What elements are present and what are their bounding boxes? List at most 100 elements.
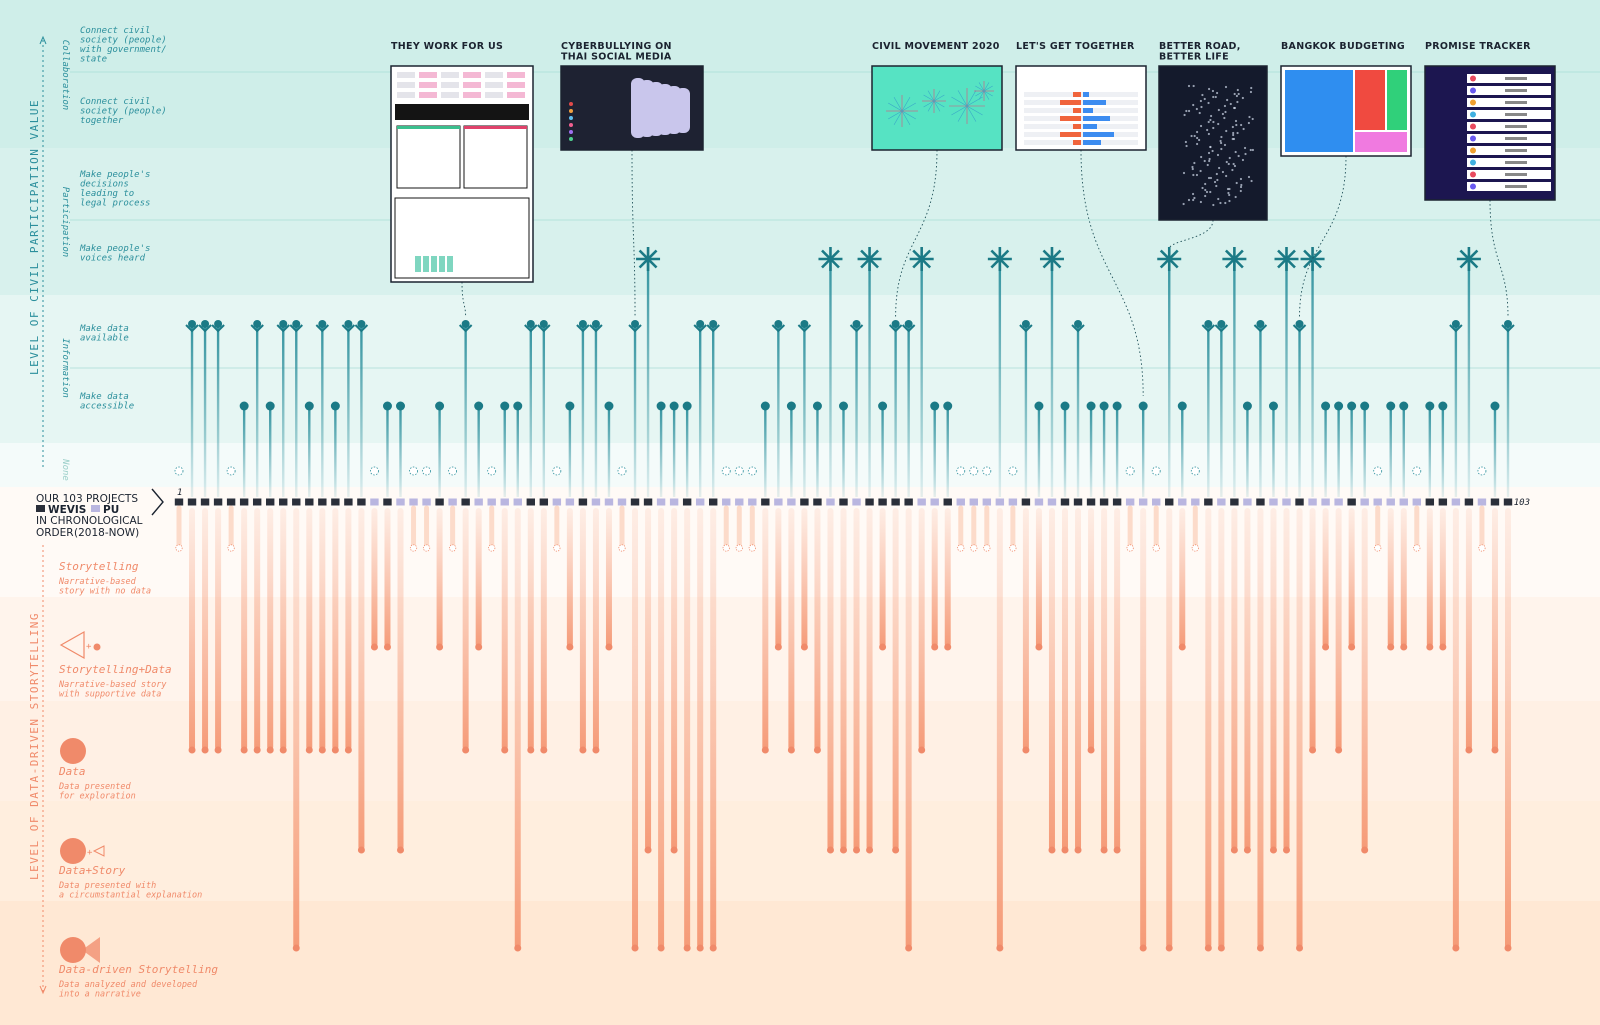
- project-marker: [578, 498, 588, 506]
- project-marker: [604, 498, 614, 506]
- civic-line: [334, 406, 337, 497]
- featured-thumbnail[interactable]: [560, 65, 704, 151]
- story-point: [1374, 544, 1382, 552]
- project-marker: [266, 498, 275, 506]
- civic-point-none: [370, 466, 379, 476]
- civic-line: [477, 406, 480, 497]
- story-point: [957, 544, 965, 552]
- thumb-dot: [1209, 176, 1213, 180]
- civic-line: [529, 327, 532, 497]
- civic-point-available: [576, 324, 590, 333]
- project-marker: [1386, 498, 1395, 506]
- story-point: [996, 944, 1004, 952]
- story-point: [501, 746, 509, 754]
- civic-point-accessible: [396, 401, 405, 411]
- thumb-dot: [1470, 75, 1476, 82]
- civic-point-available: [461, 320, 470, 328]
- featured-thumbnail[interactable]: [390, 65, 534, 283]
- project-marker: [1425, 498, 1435, 506]
- civic-level-collab_people: together: [80, 116, 124, 126]
- featured-thumbnail[interactable]: [871, 65, 1003, 151]
- project-marker: [461, 498, 470, 506]
- thumb-dot: [1235, 123, 1238, 127]
- civic-line: [516, 406, 519, 497]
- thumb-dot: [1191, 167, 1194, 171]
- featured-thumbnail[interactable]: [1424, 65, 1556, 201]
- civic-line: [1089, 406, 1093, 497]
- project-marker: [552, 498, 562, 506]
- thumb-dot: [1209, 190, 1212, 194]
- story-point: [1478, 544, 1486, 552]
- project-marker: [409, 498, 418, 506]
- story-point: [1335, 746, 1343, 754]
- featured-thumbnail[interactable]: [1158, 65, 1268, 221]
- story-point: [1283, 846, 1290, 854]
- story-point: [905, 944, 913, 952]
- thumb-dot: [1207, 151, 1211, 155]
- thumb-bar: [1083, 116, 1110, 121]
- civic-line: [881, 406, 884, 497]
- thumb-dot: [1251, 117, 1254, 121]
- thumb-dot: [1195, 173, 1199, 177]
- civic-line: [1311, 259, 1314, 497]
- thumb-dot: [1200, 155, 1203, 159]
- civic-point-available: [631, 320, 640, 328]
- project-marker: [526, 498, 535, 506]
- project-marker: [995, 498, 1005, 506]
- civic-level-collab_people: Connect civil: [80, 97, 150, 107]
- featured-thumbnail[interactable]: [1015, 65, 1147, 151]
- project-marker: [1360, 498, 1369, 506]
- thumb-dot: [1249, 148, 1252, 152]
- story-point: [175, 544, 183, 552]
- thumb-dot: [1223, 104, 1227, 108]
- thumb-burst: [983, 90, 993, 97]
- featured-thumbnail[interactable]: [1280, 65, 1412, 157]
- thumb-dot: [1212, 120, 1215, 124]
- civic-point-voices: [638, 249, 658, 269]
- thumb-burst: [933, 100, 941, 112]
- story-level-2: Storytelling+Data: [59, 663, 172, 676]
- project-marker: [1438, 498, 1448, 506]
- story-point: [566, 643, 574, 651]
- project-marker: [435, 498, 444, 506]
- civic-point-none: [956, 466, 966, 476]
- civic-point-none: [174, 466, 184, 476]
- civic-line: [764, 406, 767, 497]
- thumb-bar: [464, 126, 527, 129]
- thumb-dot: [1191, 165, 1194, 169]
- featured-connector: [461, 281, 467, 318]
- civic-point-accessible: [1268, 401, 1278, 411]
- thumb-bar: [1505, 137, 1527, 140]
- thumb-dot: [1211, 149, 1214, 153]
- story-point: [253, 746, 261, 754]
- civic-point-available: [201, 320, 210, 328]
- story-line: [1179, 508, 1186, 647]
- featured-connector: [1168, 219, 1214, 250]
- story-line: [215, 508, 222, 750]
- civic-point-accessible: [1099, 401, 1109, 411]
- project-marker: [969, 498, 978, 506]
- civic-line: [1233, 259, 1236, 497]
- thumb-dot: [1237, 154, 1240, 158]
- story-point: [1426, 643, 1434, 651]
- project-marker: [1334, 498, 1343, 506]
- thumb-cell: [397, 82, 415, 88]
- thumb-burst: [887, 110, 903, 120]
- thumb-dot: [1192, 173, 1195, 177]
- story-point: [1061, 846, 1069, 854]
- civic-point-voices: [912, 249, 932, 269]
- story-line: [462, 508, 469, 750]
- civic-line: [464, 327, 467, 497]
- thumb-dot: [1234, 195, 1237, 199]
- project-marker: [852, 498, 861, 506]
- thumb-bar: [1505, 101, 1527, 104]
- thumb-dot: [569, 109, 573, 113]
- story-point: [1217, 944, 1225, 952]
- civic-point-none: [487, 466, 497, 476]
- story-line: [384, 508, 391, 647]
- thumb-block: [1355, 70, 1385, 130]
- civic-line: [255, 327, 259, 497]
- project-marker: [982, 498, 992, 506]
- civic-point-available: [591, 320, 600, 328]
- civic-point-accessible: [930, 401, 940, 411]
